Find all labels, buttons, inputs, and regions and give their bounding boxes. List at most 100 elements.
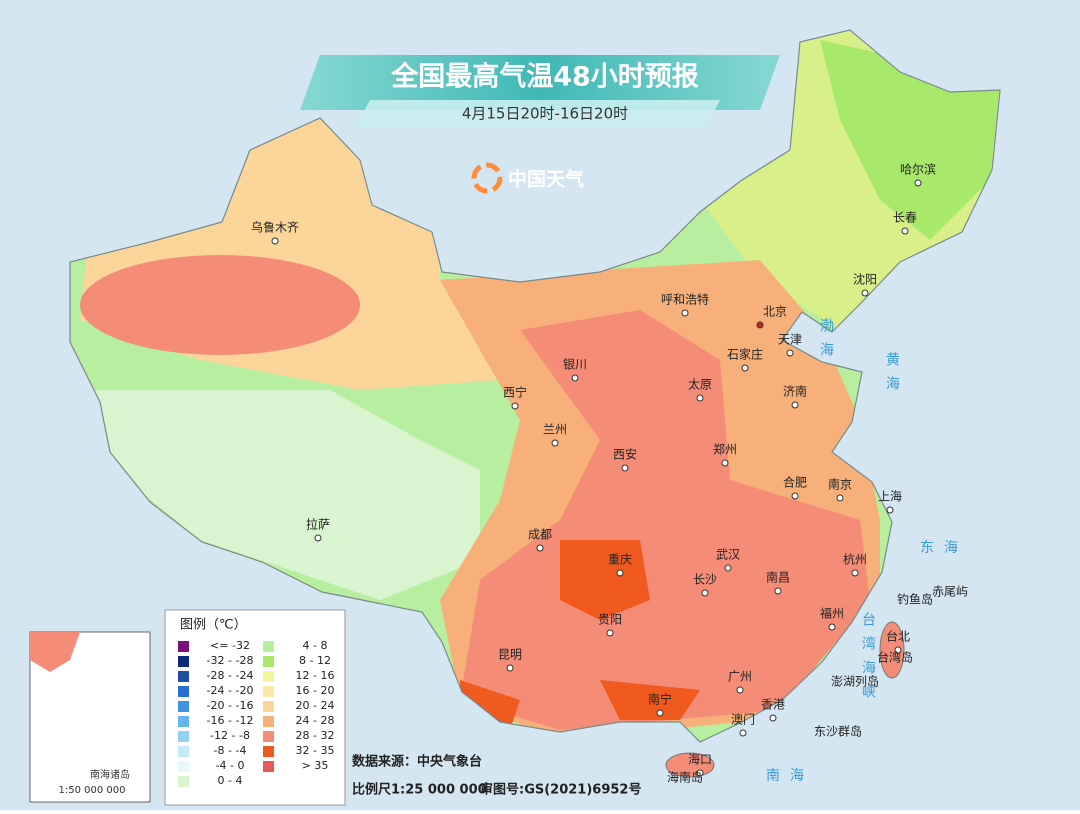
city-label: 台北	[886, 629, 910, 644]
legend-label: -8 - -4	[214, 744, 247, 757]
city-dot	[756, 321, 764, 329]
legend-swatch	[263, 731, 274, 742]
city-label: 贵阳	[598, 613, 622, 627]
city-label: 昆明	[498, 648, 522, 662]
legend-swatch	[263, 671, 274, 682]
legend-label: -32 - -28	[207, 654, 254, 667]
city-label: 呼和浩特	[661, 292, 709, 307]
place-label: 赤尾屿	[932, 585, 968, 599]
city-label: 北京	[763, 305, 787, 319]
legend-label: -16 - -12	[207, 714, 254, 727]
city-dot	[511, 402, 519, 410]
legend-label: -12 - -8	[210, 729, 250, 742]
city-label: 武汉	[716, 548, 740, 562]
legend-swatch	[263, 716, 274, 727]
city-dot	[786, 349, 794, 357]
city-dot	[901, 227, 909, 235]
city-dot	[836, 494, 844, 502]
legend-label: 24 - 28	[296, 714, 335, 727]
city-label: 重庆	[608, 553, 632, 567]
legend-label: 8 - 12	[299, 654, 331, 667]
city-label: 长春	[893, 211, 917, 225]
sea-label: 台湾海峡	[860, 612, 876, 708]
city-label: 乌鲁木齐	[251, 220, 299, 235]
city-label: 澳门	[731, 712, 755, 727]
legend-swatch	[263, 656, 274, 667]
city-label: 石家庄	[727, 347, 763, 362]
city-label: 太原	[688, 377, 712, 392]
city-dot	[551, 439, 559, 447]
title-banner	[300, 55, 780, 110]
legend-label: 4 - 8	[303, 639, 328, 652]
city-dot	[571, 374, 579, 382]
legend-swatch	[263, 761, 274, 772]
city-dot	[271, 237, 279, 245]
place-label: 台湾岛	[877, 650, 913, 665]
legend-label: 20 - 24	[296, 699, 335, 712]
legend-swatch	[178, 641, 189, 652]
legend-swatch	[263, 746, 274, 757]
legend-swatch	[178, 656, 189, 667]
legend-swatch	[178, 746, 189, 757]
city-label: 成都	[528, 528, 552, 542]
city-label: 沈阳	[853, 272, 877, 287]
subtitle: 4月15日20时-16日20时	[462, 105, 628, 123]
city-dot	[851, 569, 859, 577]
city-dot	[506, 664, 514, 672]
city-dot	[894, 646, 902, 654]
legend-swatch	[178, 776, 189, 787]
city-label: 西安	[613, 447, 637, 462]
city-label: 郑州	[713, 442, 737, 457]
place-label: 东沙群岛	[814, 724, 862, 739]
legend-swatch	[263, 686, 274, 697]
approval: 审图号:GS(2021)6952号	[480, 782, 641, 798]
city-dot	[724, 564, 732, 572]
legend-swatch	[263, 641, 274, 652]
subtitle-banner	[355, 100, 720, 128]
legend-swatch	[178, 701, 189, 712]
sea-label: 南海	[766, 768, 814, 784]
sea-label: 渤海	[818, 318, 834, 366]
legend-label: > 35	[302, 759, 329, 772]
logo-icon	[471, 162, 503, 194]
legend-box	[164, 609, 346, 806]
legend-label: 32 - 35	[296, 744, 335, 757]
city-label: 南宁	[648, 692, 672, 707]
city-dot	[696, 769, 704, 777]
legend-swatch	[178, 716, 189, 727]
city-label: 广州	[728, 670, 752, 684]
city-label: 香港	[761, 698, 785, 712]
title: 全国最高气温48小时预报	[390, 61, 699, 93]
city-dot	[828, 623, 836, 631]
inset-label: 南海诸岛	[90, 768, 130, 781]
city-dot	[861, 289, 869, 297]
logo-text: 中国天气	[508, 168, 584, 191]
city-dot	[701, 589, 709, 597]
city-label: 长沙	[693, 573, 717, 587]
city-dot	[314, 534, 322, 542]
city-label: 海口	[688, 752, 712, 767]
city-label: 天津	[778, 333, 802, 347]
city-dot	[616, 569, 624, 577]
legend-swatch	[178, 671, 189, 682]
legend-swatch	[178, 761, 189, 772]
source: 数据来源：中央气象台	[352, 754, 482, 770]
legend-label: 12 - 16	[296, 669, 335, 682]
city-label: 哈尔滨	[900, 162, 936, 177]
city-dot	[739, 729, 747, 737]
city-label: 银川	[563, 358, 587, 372]
city-dot	[606, 629, 614, 637]
city-dot	[536, 544, 544, 552]
city-dot	[741, 364, 749, 372]
city-dot	[721, 459, 729, 467]
city-label: 福州	[820, 606, 844, 621]
place-label: 海南岛	[667, 770, 703, 785]
legend-label: -28 - -24	[207, 669, 254, 682]
taiwan	[879, 621, 905, 679]
inset-land	[30, 632, 80, 672]
place-label: 澎湖列岛	[831, 674, 879, 689]
sea-label: 东海	[920, 540, 968, 556]
city-dot	[656, 709, 664, 717]
legend-label: 16 - 20	[296, 684, 335, 697]
